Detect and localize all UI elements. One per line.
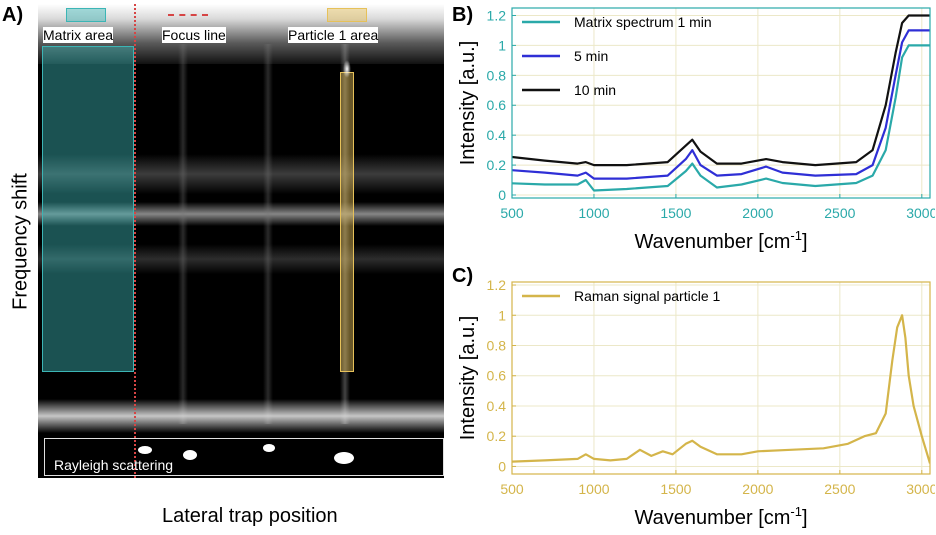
legend-label-1: 5 min: [574, 48, 608, 64]
axes-frame: [511, 281, 931, 475]
panel-c-letter: C): [452, 265, 474, 287]
particle-bright-spot: [343, 60, 351, 78]
rayleigh-spot: [334, 452, 354, 464]
legend-label-focus: Focus line: [162, 27, 226, 43]
image-band-upper: [38, 154, 444, 194]
y-axis-title: Intensity [a.u.]: [457, 41, 479, 166]
x-tick-label: 3000: [906, 481, 935, 497]
image-streak: [263, 44, 273, 424]
legend-swatch-matrix: [66, 8, 106, 22]
y-tick-label: 1.2: [487, 7, 507, 23]
series-group: [512, 14, 930, 192]
x-axis-title-end: ]: [802, 507, 808, 529]
image-bottom-band: [38, 399, 444, 433]
x-tick-label: 1000: [578, 481, 609, 497]
y-tick-label: 0.8: [487, 337, 507, 353]
rayleigh-label: Rayleigh scattering: [54, 457, 174, 473]
legend-label-2: 10 min: [574, 82, 616, 98]
legend-label-particle: Particle 1 area: [288, 27, 379, 43]
panel-a-xlabel: Lateral trap position: [162, 505, 338, 527]
rayleigh-box: [44, 438, 444, 476]
matrix-area-region: [42, 46, 134, 372]
y-tick-label: 0.2: [487, 157, 507, 173]
image-band-middle: [38, 202, 444, 226]
x-tick-label: 500: [500, 205, 524, 221]
y-tick-label: 0.4: [487, 398, 507, 414]
panel-b-letter: B): [452, 4, 474, 26]
y-tick-label: 0.2: [487, 428, 507, 444]
series-line-0: [512, 314, 930, 464]
y-tick-label: 1: [498, 307, 506, 323]
x-axis-title-main: Wavenumber [cm: [634, 507, 790, 529]
series-line-2: [512, 14, 930, 167]
x-tick-label: 2000: [742, 481, 773, 497]
x-axis-title-sup: -1: [790, 504, 802, 519]
particle-area-region: [340, 72, 354, 372]
x-tick-label: 2000: [742, 205, 773, 221]
x-tick-label: 1500: [660, 205, 691, 221]
x-axis-title-end: ]: [802, 231, 808, 253]
y-tick-label: 0.4: [487, 127, 507, 143]
x-axis-title-sup: -1: [790, 228, 802, 243]
x-axis-title: Wavenumber [cm-1]: [634, 228, 807, 253]
x-tick-label: 3000: [906, 205, 935, 221]
legend-swatch-particle: [327, 8, 367, 22]
x-tick-label: 1000: [578, 205, 609, 221]
x-axis-title-main: Wavenumber [cm: [634, 231, 790, 253]
y-tick-label: 0: [498, 458, 506, 474]
panel-b-chart: 500 1000 1500 2000 2500 3000 0 0.2 0.4 0.6 0.8 1 1.2…: [457, 7, 935, 253]
rayleigh-spot: [263, 444, 275, 452]
series-line-1: [512, 29, 930, 180]
y-tick-label: 0.8: [487, 67, 507, 83]
frequency-trap-image: Rayleigh scattering: [38, 4, 444, 478]
panel-a-ylabel: Frequency shift: [9, 173, 32, 310]
image-streak: [340, 44, 350, 424]
legend-swatch-focus: [168, 14, 208, 16]
x-tick-label: 500: [500, 481, 524, 497]
legend-label-0: Matrix spectrum 1 min: [574, 14, 712, 30]
x-tick-label: 2500: [824, 481, 855, 497]
y-tick-label: 0: [498, 187, 506, 203]
rayleigh-spot: [183, 450, 197, 460]
series-group: [512, 314, 930, 464]
y-tick-label: 1.2: [487, 277, 507, 293]
legend-label-0: Raman signal particle 1: [574, 288, 721, 304]
y-tick-label: 0.6: [487, 368, 507, 384]
y-axis-title: Intensity [a.u.]: [457, 316, 479, 441]
x-tick-label: 1500: [660, 481, 691, 497]
x-axis-title: Wavenumber [cm-1]: [634, 504, 807, 529]
x-tick-label: 2500: [824, 205, 855, 221]
focus-line: [134, 4, 136, 478]
series-line-0: [512, 44, 930, 192]
y-tick-label: 1: [498, 37, 506, 53]
panel-c-chart: 500 1000 1500 2000 2500 3000 0 0.2 0.4 0.6 0.8 1 1.2…: [457, 277, 935, 529]
image-streak: [178, 44, 188, 424]
panel-a-letter: A): [2, 4, 24, 26]
y-tick-label: 0.6: [487, 97, 507, 113]
rayleigh-spot: [138, 446, 152, 454]
axes-frame: [511, 7, 931, 199]
image-band-lower: [38, 244, 444, 274]
legend-label-matrix: Matrix area: [43, 27, 114, 43]
